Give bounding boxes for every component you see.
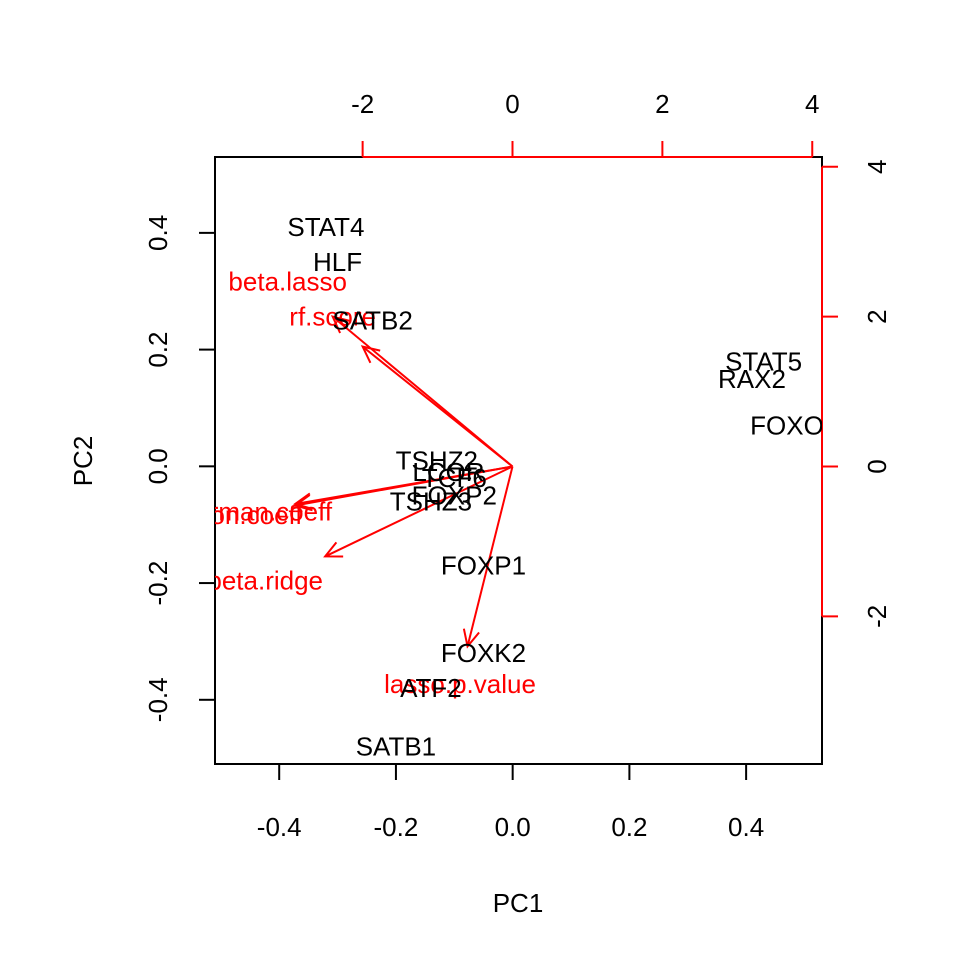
variable-arrow [466,466,514,647]
observation-label: HLF [313,247,362,277]
observation-label: RAX2 [718,364,786,394]
x-axis-title: PC1 [493,888,544,918]
variable-labels: beta.lasso rf.score pearson.coeffspearman.… [145,266,536,699]
observation-label: STAT5 [725,346,802,376]
observation-label: TCF6 [422,463,487,493]
observation-label: TSHZ3 [390,486,472,516]
observation-label: FOXO [750,410,824,440]
bottom-tick-label: 0.4 [728,812,764,842]
observation-label: SATB2 [332,305,412,335]
variable-label: beta.lasso [228,266,347,296]
observation-label: FOXP1 [441,551,526,581]
top-axis: -2 0 2 4 [351,89,819,158]
observation-label: FOXP2 [412,481,497,511]
right-tick-label: 4 [862,160,892,174]
variable-arrowhead [292,494,313,512]
variable-label: lasso.p.value [384,669,536,699]
observation-label: ATF2 [400,673,462,703]
y-axis-title: PC2 [68,436,98,487]
top-tick-label: -2 [351,89,374,119]
variable-arrows [292,315,514,649]
variable-arrowhead [292,492,313,510]
left-tick-label: -0.4 [143,677,173,722]
variable-arrow [295,465,513,507]
right-tick-label: 2 [862,309,892,323]
variable-arrowhead [330,315,351,334]
observation-label: STAT4 [287,212,364,242]
left-tick-label: 0.4 [143,215,173,251]
variable-arrow [362,345,514,468]
left-tick-label: 0.0 [143,448,173,484]
observation-label: FOXK2 [441,638,526,668]
top-tick-label: 2 [655,89,669,119]
observation-label: LCOR [412,457,484,487]
right-tick-label: -2 [862,605,892,628]
bottom-tick-label: -0.2 [374,812,419,842]
bottom-tick-label: -0.4 [257,812,302,842]
variable-label: rf.score [289,302,376,332]
bottom-tick-label: 0.2 [611,812,647,842]
top-tick-label: 0 [505,89,519,119]
bottom-axis: -0.4 -0.2 0.0 0.2 0.4 [257,763,764,842]
variable-label: spearman.coeff [153,496,333,526]
variable-arrowhead [462,628,480,649]
observation-label: SATB1 [356,731,436,761]
variable-arrowhead [323,541,344,558]
observation-labels: STAT4HLFSATB2STAT5RAX2FOXOTSHZ2LCORTCF6F… [287,212,824,761]
left-tick-label: -0.2 [143,561,173,606]
bottom-tick-label: 0.0 [495,812,531,842]
variable-label: pearson.coeff [145,500,303,530]
top-tick-label: 4 [805,89,819,119]
left-tick-label: 0.2 [143,332,173,368]
right-tick-label: 0 [862,459,892,473]
variable-arrowhead [360,345,381,364]
variable-arrow [324,465,513,558]
right-axis: -2 0 2 4 [821,160,892,628]
observation-label: TSHZ2 [396,446,478,476]
left-axis: -0.4 -0.2 0.0 0.2 0.4 [143,215,216,722]
variable-label: beta.ridge [207,565,323,595]
